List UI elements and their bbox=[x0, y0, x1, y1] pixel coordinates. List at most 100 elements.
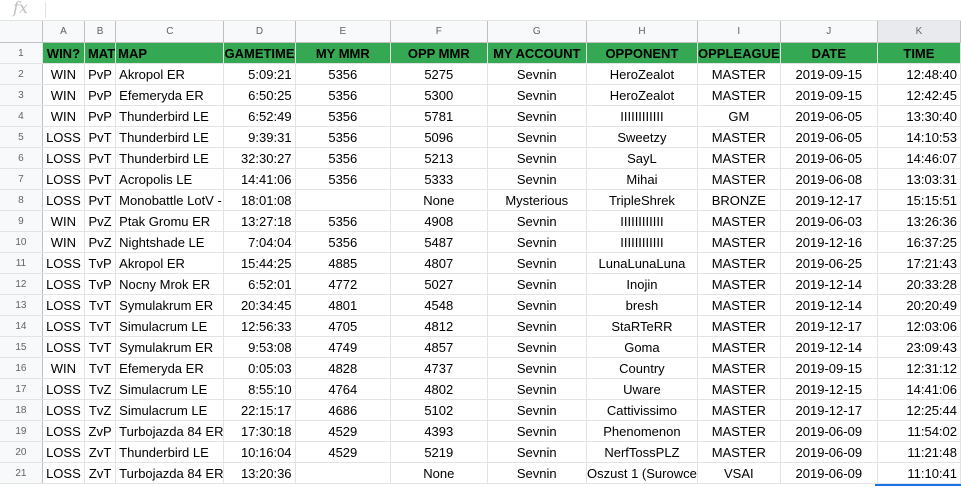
cell-j[interactable]: 2019-12-14 bbox=[780, 294, 878, 316]
column-header-h[interactable]: H bbox=[586, 21, 698, 43]
cell-j[interactable]: 2019-12-15 bbox=[780, 378, 878, 400]
cell-j[interactable]: 2019-09-15 bbox=[780, 63, 878, 85]
row-number[interactable]: 19 bbox=[0, 420, 43, 442]
column-header-i[interactable]: I bbox=[697, 21, 781, 43]
header-cell-e[interactable]: MY MMR bbox=[295, 42, 392, 64]
cell-d[interactable]: 8:55:10 bbox=[223, 378, 296, 400]
cell-k[interactable]: 20:20:49 bbox=[877, 294, 961, 316]
cell-j[interactable]: 2019-06-05 bbox=[780, 105, 878, 127]
cell-h[interactable]: HeroZealot bbox=[586, 84, 698, 106]
cell-g[interactable]: Sevnin bbox=[487, 147, 588, 169]
cell-a[interactable]: LOSS bbox=[42, 378, 85, 400]
column-header-c[interactable]: C bbox=[115, 21, 225, 43]
row-number[interactable]: 16 bbox=[0, 357, 43, 379]
cell-h[interactable]: IIIIIIIIIIII bbox=[586, 231, 698, 253]
cell-b[interactable]: TvP bbox=[84, 252, 117, 274]
cell-c[interactable]: Efemeryda ER bbox=[115, 357, 225, 379]
cell-c[interactable]: Thunderbird LE bbox=[115, 147, 225, 169]
cell-g[interactable]: Sevnin bbox=[487, 441, 588, 463]
cell-c[interactable]: Turbojazda 84 ER bbox=[115, 462, 225, 484]
cell-a[interactable]: LOSS bbox=[42, 273, 85, 295]
cell-i[interactable]: MASTER bbox=[697, 63, 781, 85]
cell-k[interactable]: 20:33:28 bbox=[877, 273, 961, 295]
cell-f[interactable]: 5487 bbox=[390, 231, 488, 253]
cell-d[interactable]: 32:30:27 bbox=[223, 147, 296, 169]
cell-a[interactable]: WIN bbox=[42, 210, 85, 232]
cell-c[interactable]: Ptak Gromu ER bbox=[115, 210, 225, 232]
cell-d[interactable]: 17:30:18 bbox=[223, 420, 296, 442]
cell-j[interactable]: 2019-06-25 bbox=[780, 252, 878, 274]
cell-a[interactable]: LOSS bbox=[42, 462, 85, 484]
cell-k[interactable]: 14:46:07 bbox=[877, 147, 961, 169]
cell-i[interactable]: GM bbox=[697, 105, 781, 127]
cell-b[interactable]: ZvT bbox=[84, 441, 117, 463]
cell-b[interactable]: PvT bbox=[84, 168, 117, 190]
column-header-a[interactable]: A bbox=[42, 21, 85, 43]
cell-k[interactable]: 23:09:43 bbox=[877, 336, 961, 358]
cell-k[interactable]: 12:03:06 bbox=[877, 315, 961, 337]
cell-i[interactable]: BRONZE bbox=[697, 189, 781, 211]
cell-g[interactable]: Sevnin bbox=[487, 462, 588, 484]
cell-g[interactable]: Sevnin bbox=[487, 420, 588, 442]
cell-a[interactable]: LOSS bbox=[42, 441, 85, 463]
cell-f[interactable]: 4393 bbox=[390, 420, 488, 442]
cell-e[interactable]: 5356 bbox=[295, 63, 392, 85]
cell-i[interactable]: MASTER bbox=[697, 378, 781, 400]
cell-a[interactable]: LOSS bbox=[42, 189, 85, 211]
row-number[interactable]: 7 bbox=[0, 168, 43, 190]
cell-d[interactable]: 18:01:08 bbox=[223, 189, 296, 211]
cell-f[interactable]: None bbox=[390, 189, 488, 211]
select-all-corner[interactable] bbox=[0, 21, 43, 43]
cell-b[interactable]: PvP bbox=[84, 105, 117, 127]
cell-d[interactable]: 6:52:49 bbox=[223, 105, 296, 127]
cell-k[interactable]: 13:03:31 bbox=[877, 168, 961, 190]
cell-k[interactable]: 12:25:44 bbox=[877, 399, 961, 421]
cell-g[interactable]: Sevnin bbox=[487, 378, 588, 400]
cell-c[interactable]: Thunderbird LE bbox=[115, 441, 225, 463]
cell-e[interactable]: 4772 bbox=[295, 273, 392, 295]
cell-c[interactable]: Symulakrum ER bbox=[115, 294, 225, 316]
cell-g[interactable]: Sevnin bbox=[487, 273, 588, 295]
cell-h[interactable]: IIIIIIIIIIII bbox=[586, 105, 698, 127]
cell-b[interactable]: TvT bbox=[84, 315, 117, 337]
cell-g[interactable]: Sevnin bbox=[487, 105, 588, 127]
cell-j[interactable]: 2019-09-15 bbox=[780, 84, 878, 106]
cell-f[interactable]: None bbox=[390, 462, 488, 484]
cell-k[interactable]: 17:21:43 bbox=[877, 252, 961, 274]
cell-a[interactable]: WIN bbox=[42, 231, 85, 253]
cell-e[interactable]: 4801 bbox=[295, 294, 392, 316]
column-header-d[interactable]: D bbox=[223, 21, 296, 43]
cell-k[interactable]: 11:10:41 bbox=[877, 462, 961, 484]
cell-a[interactable]: LOSS bbox=[42, 252, 85, 274]
cell-b[interactable]: PvP bbox=[84, 63, 117, 85]
cell-d[interactable]: 5:09:21 bbox=[223, 63, 296, 85]
cell-i[interactable]: MASTER bbox=[697, 84, 781, 106]
column-header-f[interactable]: F bbox=[390, 21, 488, 43]
cell-e[interactable]: 4529 bbox=[295, 441, 392, 463]
cell-j[interactable]: 2019-06-03 bbox=[780, 210, 878, 232]
cell-j[interactable]: 2019-12-17 bbox=[780, 399, 878, 421]
cell-k[interactable]: 12:31:12 bbox=[877, 357, 961, 379]
cell-c[interactable]: Monobattle LotV - bbox=[115, 189, 225, 211]
cell-b[interactable]: PvT bbox=[84, 126, 117, 148]
column-header-j[interactable]: J bbox=[780, 21, 878, 43]
row-number[interactable]: 8 bbox=[0, 189, 43, 211]
cell-e[interactable]: 5356 bbox=[295, 231, 392, 253]
cell-k[interactable]: 14:41:06 bbox=[877, 378, 961, 400]
cell-j[interactable]: 2019-06-08 bbox=[780, 168, 878, 190]
cell-g[interactable]: Sevnin bbox=[487, 315, 588, 337]
cell-c[interactable]: Simulacrum LE bbox=[115, 378, 225, 400]
cell-g[interactable]: Sevnin bbox=[487, 399, 588, 421]
cell-b[interactable]: PvP bbox=[84, 84, 117, 106]
cell-e[interactable]: 4749 bbox=[295, 336, 392, 358]
row-number[interactable]: 1 bbox=[0, 42, 43, 64]
cell-f[interactable]: 5781 bbox=[390, 105, 488, 127]
cell-g[interactable]: Sevnin bbox=[487, 168, 588, 190]
cell-d[interactable]: 9:39:31 bbox=[223, 126, 296, 148]
cell-d[interactable]: 15:44:25 bbox=[223, 252, 296, 274]
column-header-g[interactable]: G bbox=[487, 21, 588, 43]
cell-g[interactable]: Sevnin bbox=[487, 126, 588, 148]
cell-g[interactable]: Sevnin bbox=[487, 252, 588, 274]
cell-i[interactable]: MASTER bbox=[697, 441, 781, 463]
